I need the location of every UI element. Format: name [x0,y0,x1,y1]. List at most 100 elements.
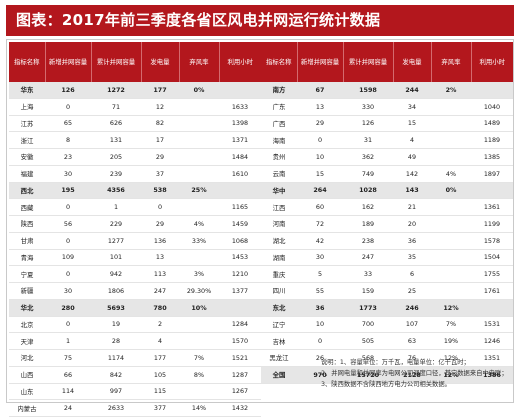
column-header: 新增并网容量 [45,42,92,82]
table-row: 广西 29 126 15 1489 [261,115,513,133]
table-cell: 36 [297,299,343,317]
table-cell: 1284 [219,316,261,334]
column-header: 利用小时 [219,42,261,82]
region-group-row: 华中 264 1028 143 0% [261,182,513,200]
table-cell: 20 [393,215,431,233]
table-cell [431,115,471,133]
table-cell: 942 [91,265,141,283]
column-header: 弃风率 [431,42,472,82]
table-left-half: 指标名称 新增并网容量 累计并网容量 发电量 弃风率 利用小时 华东 126 1272 177 0… [9,42,261,417]
region-name-cell: 北京 [9,316,45,334]
table-cell [179,131,219,149]
table-cell: 1272 [91,82,141,99]
table-cell: 1267 [219,383,261,401]
table-cell [179,383,219,401]
region-name-cell: 湖北 [261,232,297,250]
table-cell: 1633 [219,98,261,116]
table-cell: 10 [297,316,343,334]
region-name-cell: 宁夏 [9,265,45,283]
column-header: 指标名称 [261,42,298,82]
table-row: 河南 72 189 20 1199 [261,215,513,233]
table-cell [179,148,219,166]
region-name-cell: 全国 [261,366,297,384]
region-name-cell: 云南 [261,165,297,183]
table-cell: 4% [431,165,471,183]
table-cell: 997 [91,383,141,401]
table-cell: 19% [431,332,471,350]
table-cell: 0% [431,182,471,200]
region-group-row: 南方 67 1598 244 2% [261,82,513,99]
table-cell [179,249,219,267]
table-cell: 162 [343,198,393,216]
table-row: 安徽 23 205 29 1484 [9,148,261,166]
region-name-cell: 黑龙江 [261,349,297,367]
table-cell [471,182,513,200]
table-cell: 1040 [471,98,513,116]
region-group-row: 全国 970 15720 2128 12% 1386 [261,366,513,384]
table-cell: 10 [297,148,343,166]
region-name-cell: 天津 [9,332,45,350]
table-cell: 0 [45,198,91,216]
table-cell: 4356 [91,182,141,200]
table-cell: 13 [141,249,179,267]
table-cell: 76 [393,349,431,367]
table-cell: 31 [343,131,393,149]
table-cell: 1 [45,332,91,350]
table-cell: 1489 [471,115,513,133]
footnote-1: 说明：1、容量单位：万千瓦，电量单位：亿千瓦时； [321,359,470,366]
table-cell: 8% [179,366,219,384]
region-group-row: 西北 195 4356 538 25% [9,182,261,200]
table-cell: 0 [141,198,179,216]
table-cell: 75 [45,349,91,367]
column-header: 指标名称 [9,42,46,82]
table-cell: 1174 [91,349,141,367]
table-row: 湖南 30 247 35 1504 [261,249,513,267]
table-row: 浙江 8 131 17 1371 [9,131,261,149]
table-cell: 131 [91,131,141,149]
table-cell: 1806 [91,282,141,300]
table-cell: 126 [45,82,91,99]
table-row: 河北 75 1174 177 7% 1521 [9,349,261,367]
page-title: 图表：2017年前三季度各省区风电并网运行统计数据 [6,5,514,36]
table-cell: 1210 [219,265,261,283]
table-cell: 7% [431,316,471,334]
table-right-half: 指标名称 新增并网容量 累计并网容量 发电量 弃风率 利用小时 南方 67 1598 244 2%… [261,42,513,384]
table-cell: 189 [343,215,393,233]
table-row: 甘肃 0 1277 136 33% 1068 [9,232,261,250]
table-cell: 33 [343,265,393,283]
table-cell: 42 [297,232,343,250]
table-cell [431,249,471,267]
region-name-cell: 广东 [261,98,297,116]
table-cell: 1385 [471,148,513,166]
region-name-cell: 青海 [9,249,45,267]
column-header: 发电量 [393,42,432,82]
table-cell: 1371 [219,131,261,149]
table-cell: 12% [431,299,471,317]
table-body-right: 南方 67 1598 244 2% 广东 13 330 34 1040 广西 29 126 15 1489 海… [261,82,513,384]
table-cell: 1755 [471,265,513,283]
table-cell: 114 [45,383,91,401]
table-cell: 1199 [471,215,513,233]
table-cell [431,98,471,116]
table-cell: 12 [141,98,179,116]
region-group-row: 华东 126 1272 177 0% [9,82,261,99]
footnote-3: 3、陕西数据不含陕西地方电力公司相关数据。 [321,381,451,388]
table-cell: 1531 [471,316,513,334]
table-row: 贵州 10 362 49 1385 [261,148,513,166]
table-cell: 30 [297,249,343,267]
table-cell: 1246 [471,332,513,350]
column-header: 累计并网容量 [91,42,142,82]
region-name-cell: 吉林 [261,332,297,350]
table-cell: 142 [393,165,431,183]
region-name-cell: 陕西 [9,215,45,233]
stats-table-left: 指标名称 新增并网容量 累计并网容量 发电量 弃风率 利用小时 华东 126 1272 177 0… [9,42,261,417]
table-cell [219,182,261,200]
table-cell: 29 [141,215,179,233]
table-cell [179,332,219,350]
stats-table-right: 指标名称 新增并网容量 累计并网容量 发电量 弃风率 利用小时 南方 67 1598 244 2%… [261,42,513,384]
table-cell: 0 [297,131,343,149]
table-cell: 10% [179,299,219,317]
table-cell: 26 [297,349,343,367]
table-cell: 36 [393,232,431,250]
page: { "title": "图表：2017年前三季度各省区风电并网运行统计数据", … [6,5,514,417]
